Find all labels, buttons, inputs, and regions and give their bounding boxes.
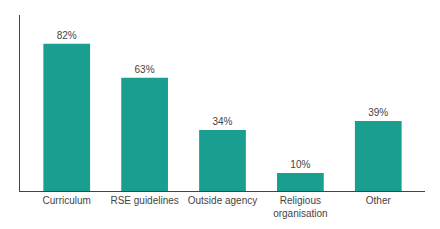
svg-text:Outside agency: Outside agency xyxy=(188,195,258,206)
svg-text:Curriculum: Curriculum xyxy=(43,195,91,206)
svg-text:63%: 63% xyxy=(135,64,155,75)
svg-text:39%: 39% xyxy=(368,107,388,118)
svg-text:RSE guidelines: RSE guidelines xyxy=(110,195,178,206)
svg-text:Other: Other xyxy=(366,195,392,206)
svg-text:Religiousorganisation: Religiousorganisation xyxy=(273,195,327,219)
svg-text:82%: 82% xyxy=(57,30,77,41)
svg-text:34%: 34% xyxy=(212,116,232,127)
svg-text:10%: 10% xyxy=(290,159,310,170)
